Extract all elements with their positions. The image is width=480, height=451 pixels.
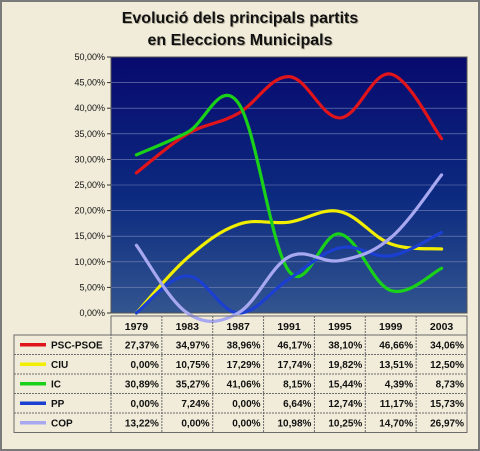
table-cell-value: 10,75% [176, 360, 210, 371]
table-cell-value: 0,00% [232, 399, 260, 410]
table-cell-value: 38,10% [328, 340, 362, 351]
legend-label-cop: COP [51, 418, 73, 429]
x-category-label: 1983 [176, 321, 200, 333]
table-cell-value: 15,44% [328, 379, 362, 390]
table-cell-value: 26,97% [430, 418, 464, 429]
table-cell-value: 8,15% [283, 379, 311, 390]
y-tick-label: 10,00% [74, 257, 105, 267]
table-cell-value: 27,37% [125, 340, 159, 351]
table-cell-value: 12,50% [430, 360, 464, 371]
legend-label-ciu: CIU [51, 360, 68, 371]
y-tick-label: 45,00% [74, 78, 105, 88]
x-category-label: 1979 [125, 321, 149, 333]
table-cell-value: 17,29% [227, 360, 261, 371]
y-tick-label: 50,00% [74, 52, 105, 62]
x-category-label: 1995 [328, 321, 352, 333]
table-cell-value: 30,89% [125, 379, 159, 390]
y-tick-label: 35,00% [74, 129, 105, 139]
y-tick-label: 5,00% [79, 282, 105, 292]
table-cell-value: 10,25% [328, 418, 362, 429]
table-cell-value: 13,22% [125, 418, 159, 429]
table-cell-value: 10,98% [278, 418, 312, 429]
table-cell-value: 15,73% [430, 399, 464, 410]
table-cell-value: 13,51% [379, 360, 413, 371]
table-cell-value: 4,39% [385, 379, 413, 390]
y-tick-label: 20,00% [74, 206, 105, 216]
table-cell-value: 12,74% [328, 399, 362, 410]
table-cell-value: 35,27% [176, 379, 210, 390]
chart-title-line-2: en Eleccions Municipals [147, 32, 333, 49]
table-cell-value: 38,96% [227, 340, 261, 351]
x-category-label: 1991 [277, 321, 301, 333]
x-category-label: 1999 [379, 321, 403, 333]
table-cell-value: 46,17% [278, 340, 312, 351]
table-cell-value: 14,70% [379, 418, 413, 429]
table-cell-value: 19,82% [328, 360, 362, 371]
table-cell-value: 11,17% [380, 399, 413, 410]
legend-label-ic: IC [51, 379, 61, 390]
table-cell-value: 46,66% [379, 340, 413, 351]
y-tick-label: 40,00% [74, 103, 105, 113]
x-category-label: 2003 [430, 321, 454, 333]
y-tick-label: 0,00% [79, 308, 105, 318]
table-cell-value: 8,73% [436, 379, 464, 390]
y-tick-label: 25,00% [74, 180, 105, 190]
table-cell-value: 34,06% [430, 340, 464, 351]
table-cell-value: 41,06% [227, 379, 261, 390]
table-cell-value: 7,24% [181, 399, 209, 410]
table-cell-value: 0,00% [232, 418, 260, 429]
series-line-ic [134, 93, 444, 294]
table-cell-value: 0,00% [130, 399, 158, 410]
y-tick-label: 15,00% [74, 231, 105, 241]
table-cell-value: 0,00% [130, 360, 158, 371]
table-cell-value: 17,74% [278, 360, 312, 371]
legend-label-pp: PP [51, 399, 65, 410]
table-cell-value: 6,64% [283, 399, 311, 410]
legend-label-psc-psoe: PSC-PSOE [51, 340, 103, 351]
table-cell-value: 0,00% [181, 418, 209, 429]
x-category-label: 1987 [226, 321, 250, 333]
chart-title-line-1: Evolució dels principals partits [121, 10, 359, 27]
y-tick-label: 30,00% [74, 154, 105, 164]
table-cell-value: 34,97% [176, 340, 210, 351]
